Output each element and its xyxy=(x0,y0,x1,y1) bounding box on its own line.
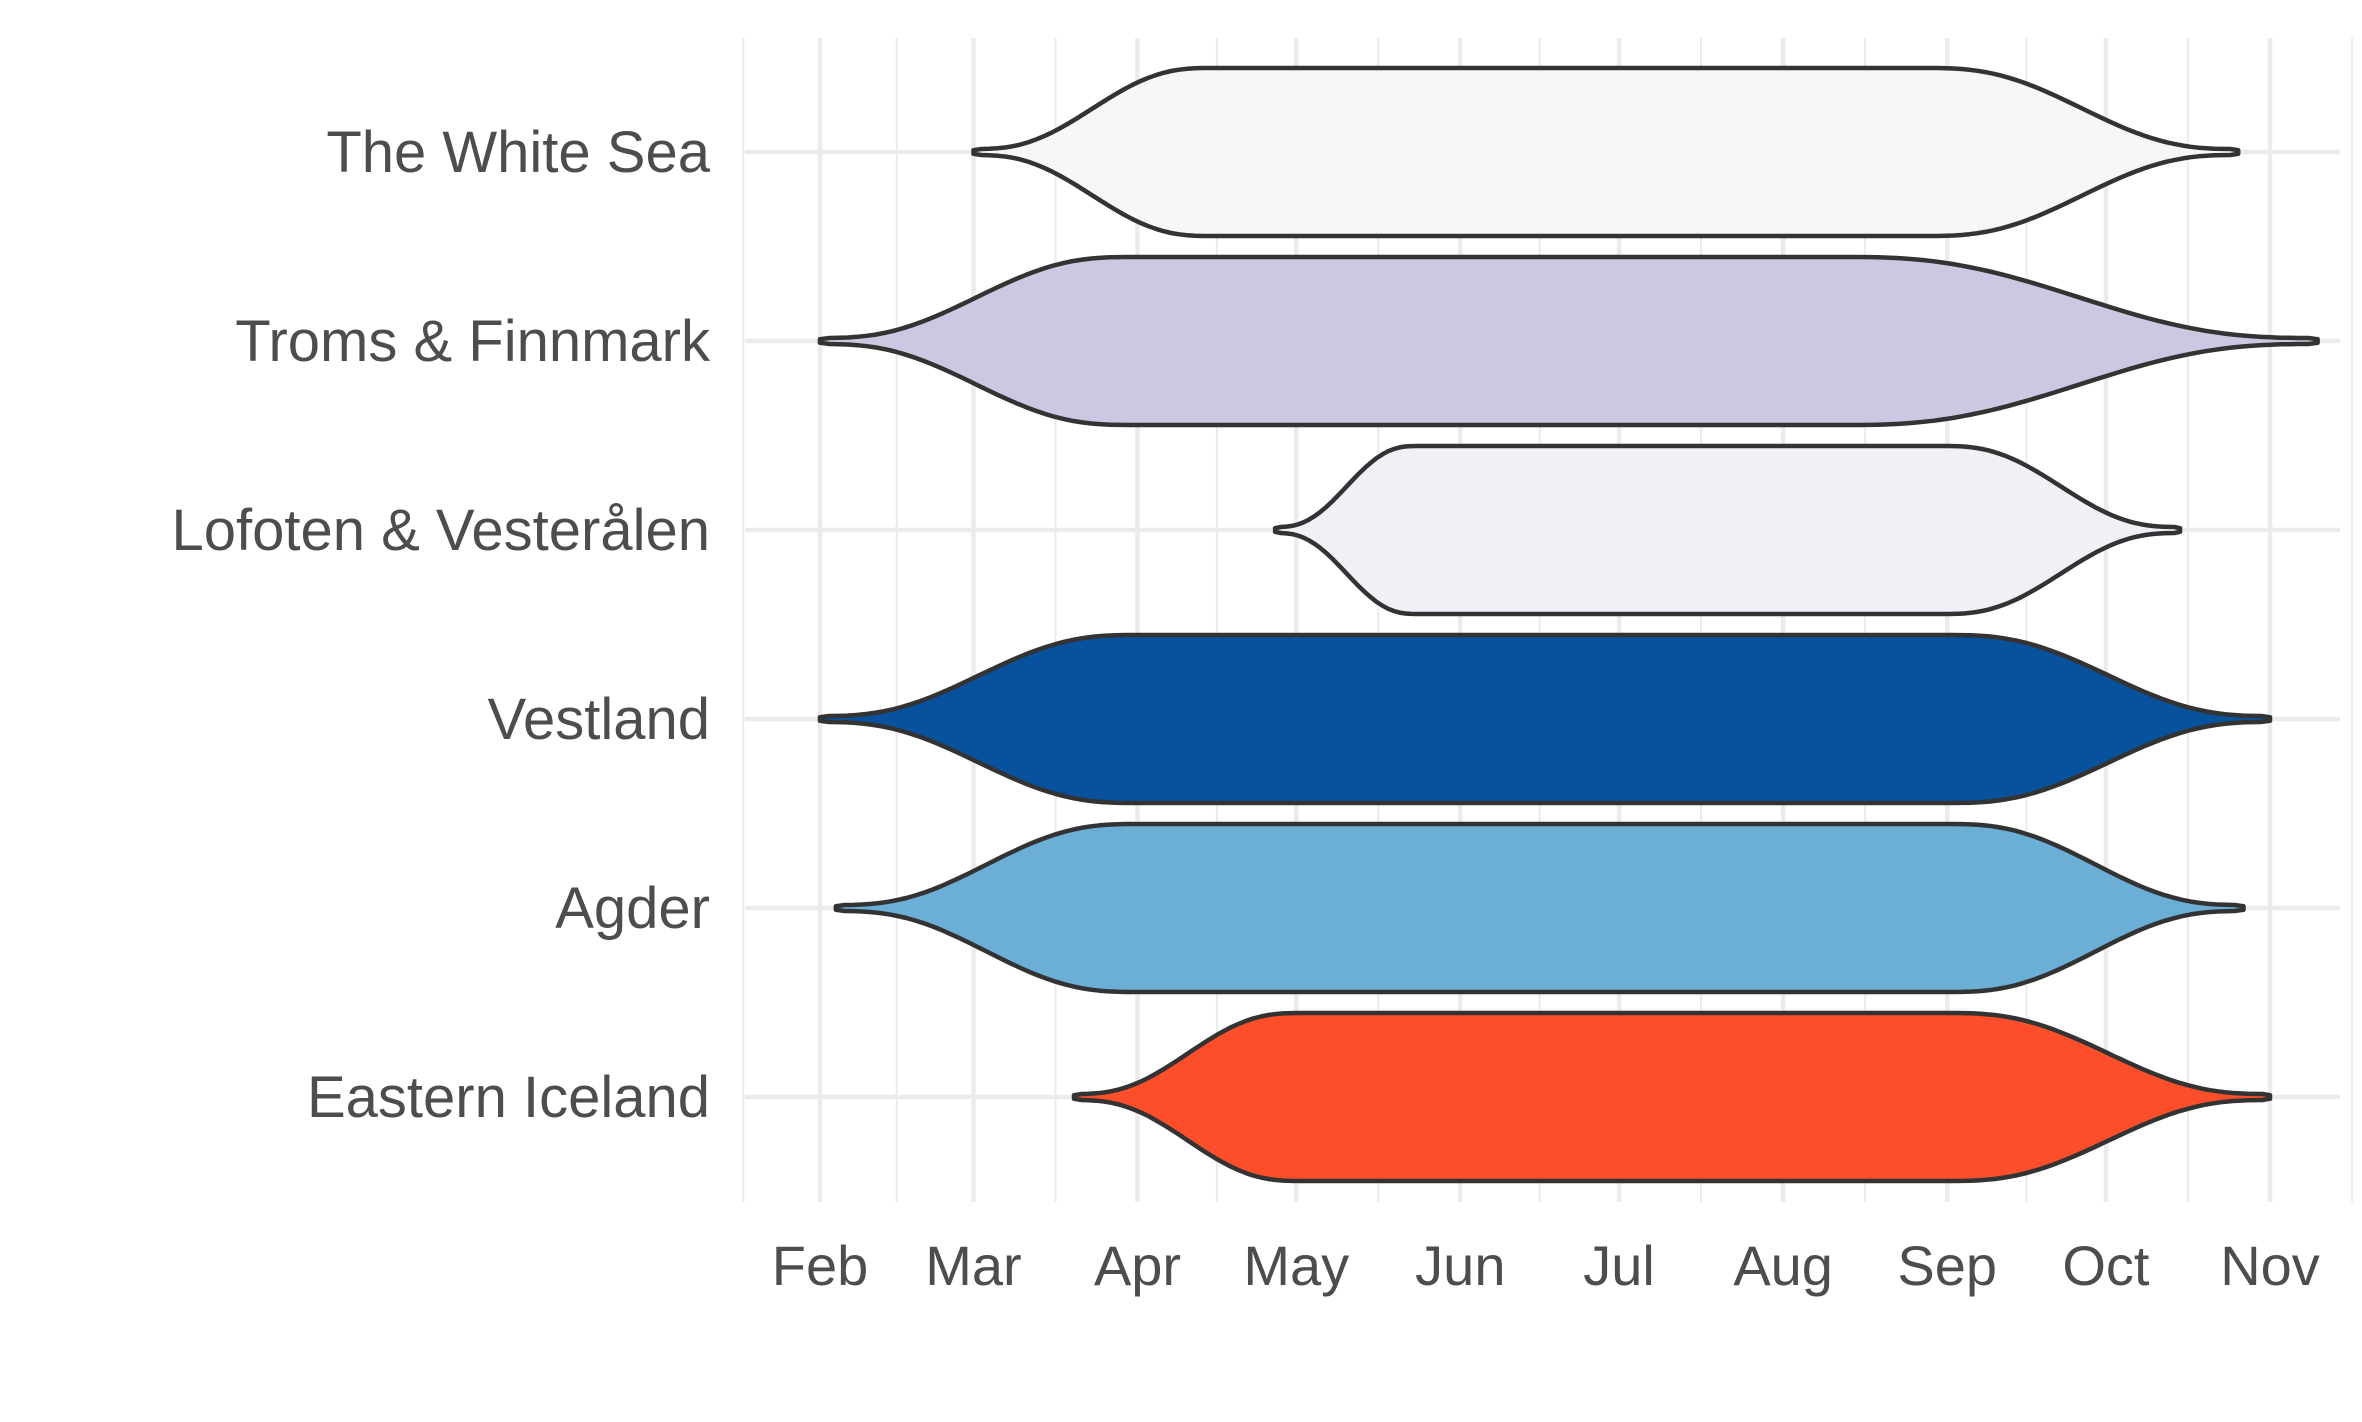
x-axis-labels: Feb Mar Apr May Jun Jul Aug Sep Oct Nov xyxy=(772,1234,2320,1297)
violin-eastern-iceland xyxy=(1071,1010,2273,1184)
y-tick-label: Agder xyxy=(555,876,710,941)
x-tick-label: Mar xyxy=(925,1234,1021,1297)
x-tick-label: Nov xyxy=(2220,1234,2320,1297)
violin-layer xyxy=(817,65,2320,1184)
x-tick-label: Apr xyxy=(1094,1234,1181,1297)
y-tick-label: Eastern Iceland xyxy=(307,1065,710,1130)
violin-troms-finnmark xyxy=(817,254,2320,428)
x-tick-label: Oct xyxy=(2062,1234,2150,1297)
x-tick-label: Feb xyxy=(772,1234,869,1297)
x-tick-label: Aug xyxy=(1733,1234,1833,1297)
violin-agder xyxy=(833,821,2246,995)
violin-the-white-sea xyxy=(971,65,2241,239)
x-tick-label: May xyxy=(1243,1234,1349,1297)
y-axis-labels: The White Sea Troms & Finnmark Lofoten & V… xyxy=(171,120,711,1130)
x-tick-label: Sep xyxy=(1897,1234,1997,1297)
y-tick-label: Lofoten & Vesterålen xyxy=(171,498,710,563)
violin-lofoten-vester-len xyxy=(1272,443,2183,617)
violin-vestland xyxy=(817,632,2273,806)
x-tick-label: Jul xyxy=(1583,1234,1655,1297)
y-tick-label: Troms & Finnmark xyxy=(235,309,711,374)
y-tick-label: Vestland xyxy=(487,687,710,752)
y-tick-label: The White Sea xyxy=(326,120,710,185)
x-tick-label: Jun xyxy=(1415,1234,1505,1297)
